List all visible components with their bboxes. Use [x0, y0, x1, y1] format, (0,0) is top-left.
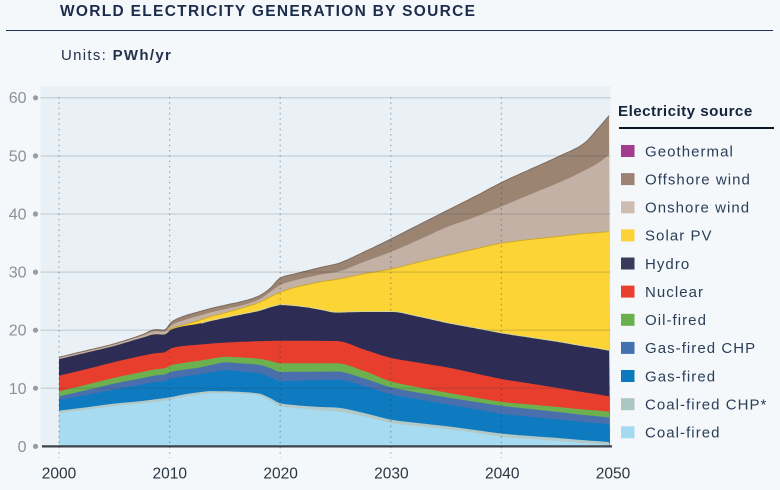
svg-text:Gas-fired CHP: Gas-fired CHP [645, 340, 756, 357]
svg-text:2040: 2040 [485, 466, 520, 483]
svg-text:2030: 2030 [374, 466, 409, 483]
svg-text:60: 60 [9, 90, 27, 107]
svg-text:Offshore wind: Offshore wind [645, 171, 751, 188]
svg-text:2050: 2050 [596, 466, 631, 483]
svg-text:Gas-fired: Gas-fired [645, 368, 716, 385]
svg-text:Coal-fired CHP*: Coal-fired CHP* [645, 397, 767, 414]
svg-text:30: 30 [9, 265, 27, 282]
svg-text:Solar PV: Solar PV [645, 228, 713, 245]
svg-text:0: 0 [18, 439, 27, 456]
svg-text:Onshore wind: Onshore wind [645, 200, 750, 217]
svg-text:2000: 2000 [42, 466, 77, 483]
svg-text:Geothermal: Geothermal [645, 143, 734, 160]
svg-text:40: 40 [9, 207, 27, 224]
svg-text:20: 20 [9, 323, 27, 340]
svg-text:Oil-fired: Oil-fired [645, 312, 707, 329]
svg-text:Hydro: Hydro [645, 256, 690, 273]
svg-text:2020: 2020 [263, 466, 298, 483]
svg-text:2010: 2010 [153, 466, 188, 483]
svg-text:10: 10 [9, 381, 27, 398]
svg-text:Coal-fired: Coal-fired [645, 425, 721, 442]
svg-text:Nuclear: Nuclear [645, 284, 704, 301]
svg-text:50: 50 [9, 148, 27, 165]
